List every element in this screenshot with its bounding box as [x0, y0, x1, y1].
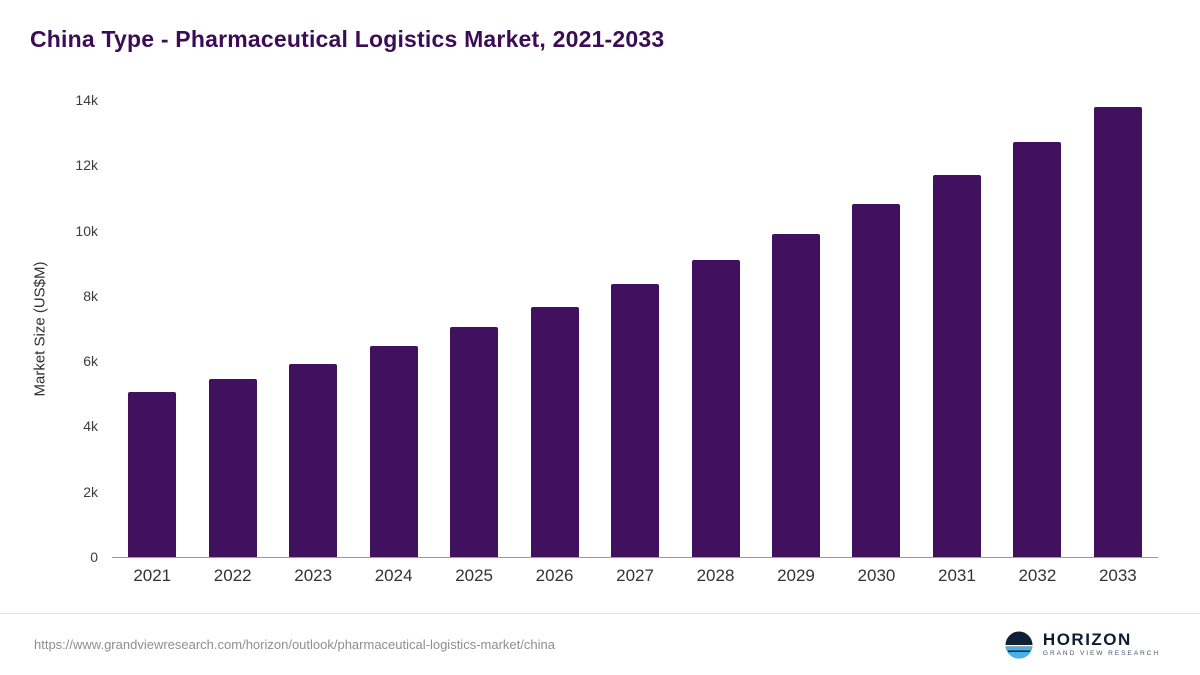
logo-name: HORIZON	[1042, 630, 1132, 650]
horizon-logo: HORIZON GRAND VIEW RESEARCH	[1004, 630, 1160, 660]
bar-column	[595, 100, 675, 557]
bar-2032	[1013, 142, 1062, 557]
x-axis-label: 2026	[535, 566, 574, 585]
y-axis-tick-label: 2k	[83, 483, 98, 500]
x-axis-label: 2033	[1098, 566, 1137, 585]
bar-2021	[128, 392, 177, 557]
y-axis-tick-label: 14k	[75, 92, 98, 108]
x-axis-label: 2024	[374, 566, 413, 585]
x-axis-label: 2031	[938, 566, 976, 585]
bars-row	[112, 100, 1158, 557]
x-axis-label: 2032	[1018, 566, 1057, 585]
horizon-logo-icon	[1005, 631, 1033, 658]
bar-column	[756, 100, 836, 557]
x-axis-label: 2025	[455, 566, 494, 585]
page-title: China Type - Pharmaceutical Logistics Ma…	[30, 26, 665, 52]
bar-column	[353, 100, 433, 557]
bar-2027	[611, 284, 660, 557]
bar-column	[192, 100, 272, 557]
bar-2028	[691, 259, 740, 557]
x-axis-label: 2030	[857, 566, 896, 585]
y-axis-tick-label: 0	[90, 549, 98, 565]
bar-2026	[530, 307, 579, 557]
bar-2030	[852, 204, 901, 557]
bar-2025	[450, 326, 499, 557]
y-axis-tick-label: 12k	[75, 157, 98, 174]
bar-column	[112, 100, 192, 557]
logo-subtitle: GRAND VIEW RESEARCH	[1042, 649, 1160, 657]
x-axis-label: 2022	[213, 566, 252, 585]
logo-text-block: HORIZON GRAND VIEW RESEARCH	[1043, 631, 1160, 658]
bar-column	[434, 100, 514, 557]
y-axis-tick-label: 6k	[83, 353, 98, 370]
x-axis-label: 2029	[777, 566, 815, 585]
bar-2029	[771, 233, 820, 557]
bar-2033	[1093, 106, 1142, 557]
bar-column	[836, 100, 916, 557]
y-axis-tick-label: 8k	[83, 287, 98, 304]
x-axis-label: 2023	[294, 566, 333, 585]
x-axis-label: 2027	[616, 566, 654, 585]
bar-column	[514, 100, 594, 557]
bar-column	[997, 100, 1077, 557]
bar-2023	[289, 364, 338, 557]
y-axis-tick-label: 10k	[75, 222, 98, 239]
x-axis-label: 2021	[133, 566, 172, 585]
chart-area: Market Size (US$M) 0 2k 4k 6k 8k 10k 12k 14k	[0, 92, 1200, 565]
x-axis-labels: 2021 2022 2023 2024 2025 2026 2027 2028 2029 2030…	[112, 566, 1158, 586]
bar-2022	[208, 379, 257, 557]
bar-column	[273, 100, 353, 557]
bar-2031	[932, 175, 981, 557]
x-axis-label: 2028	[696, 566, 735, 585]
footer: https://www.grandviewresearch.com/horizo…	[0, 613, 1200, 675]
y-axis-title: Market Size (US$M)	[31, 261, 49, 397]
y-axis-tick-label: 4k	[83, 418, 98, 435]
plot-area: 0 2k 4k 6k 8k 10k 12k 14k	[75, 92, 1158, 565]
bar-column	[917, 100, 997, 557]
bar-column	[675, 100, 755, 557]
bar-column	[1078, 100, 1158, 557]
bar-2024	[369, 346, 418, 557]
source-url: https://www.grandviewresearch.com/horizo…	[34, 637, 555, 652]
